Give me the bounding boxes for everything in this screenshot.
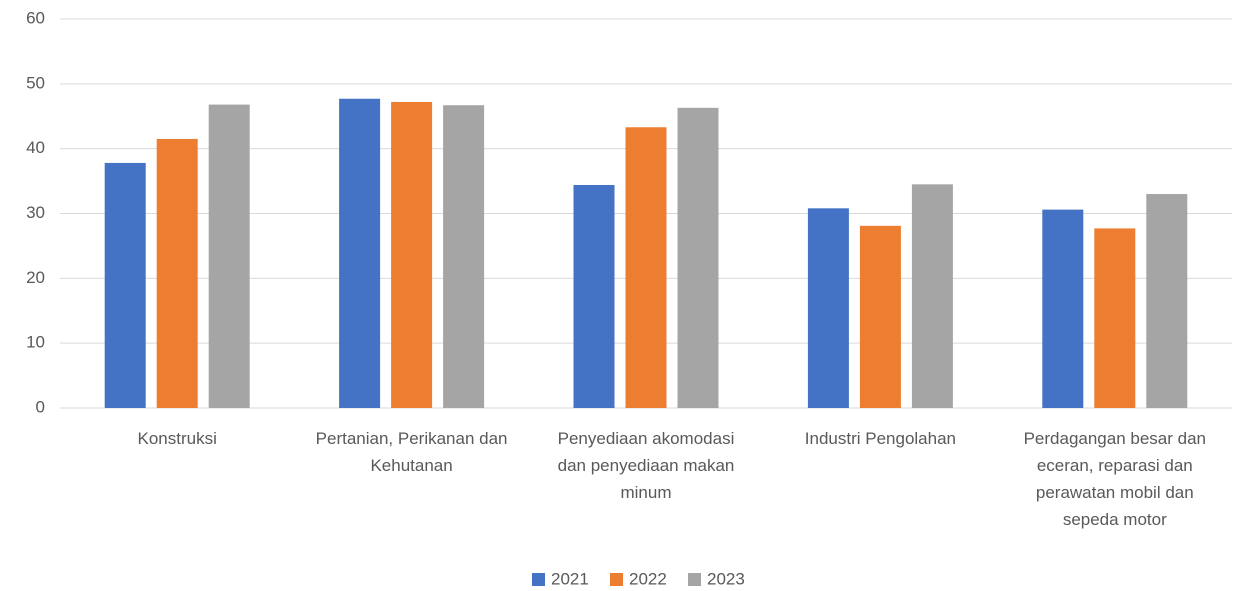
bar: [443, 105, 485, 408]
bar: [807, 208, 849, 408]
x-tick-label: Konstruksi: [137, 429, 217, 448]
y-tick-label: 50: [26, 73, 45, 92]
bar: [156, 138, 198, 409]
bar: [208, 104, 250, 408]
bar: [859, 225, 901, 408]
bar: [1146, 194, 1188, 408]
y-tick-label: 0: [36, 397, 45, 416]
y-tick-label: 60: [26, 8, 45, 27]
x-tick-label: Perdagangan besar dan eceran, reparasi d…: [1023, 429, 1207, 529]
legend-swatch: [688, 573, 701, 586]
legend-label: 2023: [707, 569, 745, 588]
bar: [677, 107, 719, 409]
bar: [339, 98, 381, 409]
y-tick-label: 40: [26, 138, 45, 157]
bar: [1094, 228, 1136, 408]
bar: [573, 184, 615, 408]
bar: [625, 127, 667, 408]
legend-swatch: [532, 573, 545, 586]
bar: [104, 162, 146, 408]
bar: [1042, 209, 1084, 408]
x-tick-label: Pertanian, Perikanan dan Kehutanan: [315, 429, 508, 475]
y-tick-label: 30: [26, 203, 45, 222]
legend-swatch: [610, 573, 623, 586]
y-tick-label: 20: [26, 268, 45, 287]
bar: [391, 101, 433, 408]
x-tick-label: Industri Pengolahan: [804, 429, 956, 448]
bar: [911, 184, 953, 408]
y-tick-label: 10: [26, 333, 45, 352]
x-tick-label: Penyediaan akomodasi dan penyediaan maka…: [557, 429, 735, 502]
legend-label: 2021: [551, 569, 589, 588]
legend-label: 2022: [629, 569, 667, 588]
